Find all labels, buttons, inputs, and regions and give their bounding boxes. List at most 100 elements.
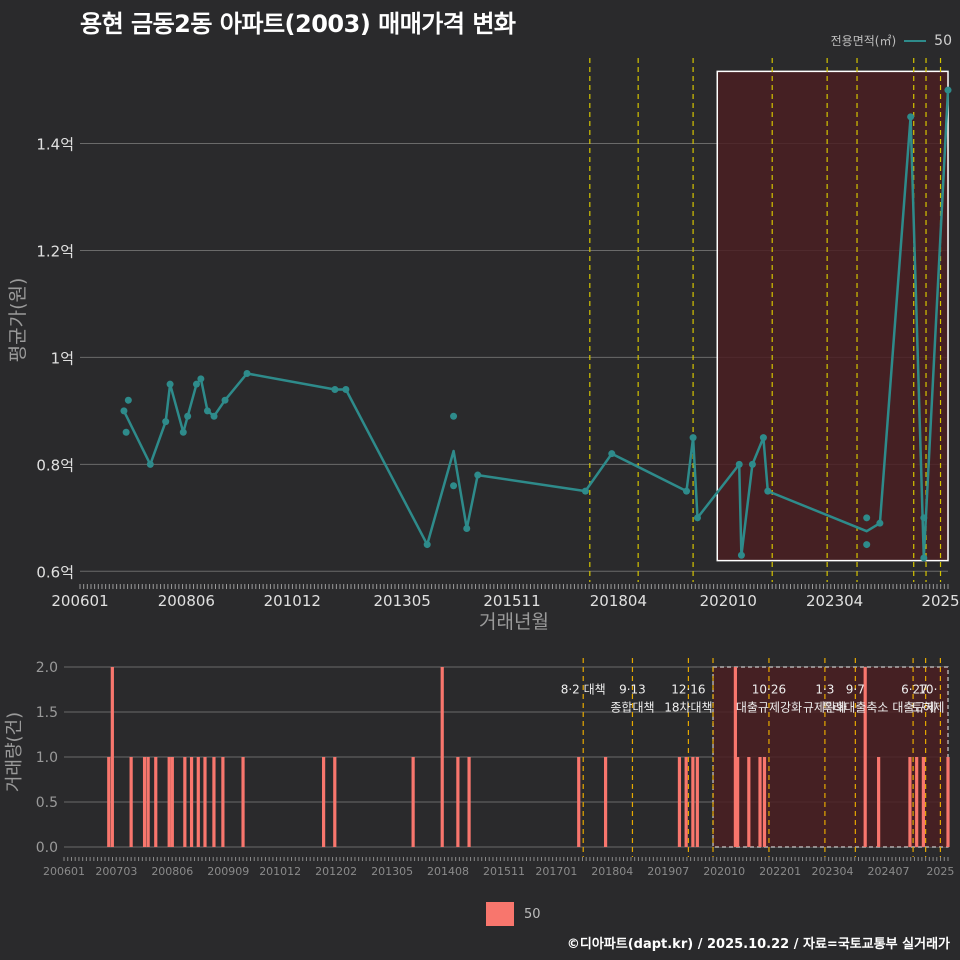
volume-bar — [241, 757, 245, 847]
volume-bar — [183, 757, 187, 847]
x-tick-label: 201408 — [427, 865, 469, 878]
price-point — [920, 554, 928, 562]
policy-annotation-text: 대출규제강화 — [736, 701, 802, 715]
policy-annotation-date: 10·26 — [752, 683, 786, 697]
policy-annotation-date: 10· — [918, 683, 937, 697]
price-point — [342, 386, 350, 394]
x-tick-label: 201012 — [264, 592, 321, 610]
x-tick-label: 201202 — [315, 865, 357, 878]
x-tick-label: 201511 — [483, 865, 525, 878]
price-point — [210, 412, 218, 420]
y-axis-title: 평균가(원) — [7, 278, 29, 363]
volume-bar — [877, 757, 881, 847]
x-tick-label: 202407 — [867, 865, 909, 878]
volume-bar — [440, 667, 444, 847]
price-point — [146, 460, 154, 468]
policy-annotation-text: 특례대출축소 — [822, 701, 888, 715]
x-tick-label: 202010 — [703, 865, 745, 878]
price-point — [759, 434, 767, 442]
x-tick-label: 201511 — [483, 592, 540, 610]
policy-annotation-date: 12·16 — [671, 683, 705, 697]
price-point — [162, 418, 170, 426]
price-point — [423, 541, 431, 549]
price-point — [944, 86, 952, 94]
policy-annotation-text: 18차대책 — [664, 700, 712, 715]
price-point — [689, 434, 697, 442]
price-point — [693, 514, 701, 522]
bar-legend-label: 50 — [524, 906, 541, 922]
policy-annotation-text: 규제완화 — [803, 701, 847, 715]
volume-bar — [333, 757, 337, 847]
x-tick-label: 201907 — [647, 865, 689, 878]
volume-bar — [189, 757, 194, 847]
price-point — [748, 460, 756, 468]
x-tick-label: 201012 — [259, 865, 301, 878]
y-tick-label: 2.0 — [36, 660, 58, 676]
legend-title: 전용면적(㎡) — [830, 34, 897, 48]
price-point — [683, 487, 691, 495]
policy-annotation-date: 1·3 — [815, 683, 834, 697]
y-tick-label: 1.4억 — [36, 136, 74, 154]
page-title: 용현 금동2동 아파트(2003) 매매가격 변화 — [80, 10, 516, 38]
bar-legend-swatch — [486, 902, 514, 926]
policy-annotation-date: 9·13 — [619, 683, 646, 697]
volume-bar — [684, 757, 688, 847]
volume-bar — [577, 757, 581, 847]
volume-bar — [915, 757, 919, 847]
price-point — [450, 412, 458, 420]
volume-bar — [733, 667, 737, 847]
legend-series-label: 50 — [934, 32, 952, 49]
volume-bar — [221, 757, 225, 847]
volume-bar — [146, 757, 150, 847]
volume-bar — [908, 757, 912, 847]
y-axis-title: 거래량(건) — [4, 712, 25, 792]
volume-bar — [167, 757, 171, 847]
price-point — [474, 471, 482, 479]
price-point — [737, 551, 745, 559]
policy-annotation-date: 8·2 대책 — [561, 682, 606, 697]
policy-annotation-date: 9·7 — [846, 683, 865, 697]
x-tick-label: 202304 — [812, 865, 854, 878]
volume-bar — [946, 757, 950, 847]
volume-bar — [154, 757, 158, 847]
price-point — [243, 369, 251, 377]
volume-bar — [196, 757, 200, 847]
price-line-chart: 0.6억 0.8억 1억 1.2억 1.4억 200601 200806 201012 2013… — [7, 58, 960, 633]
volume-bar — [129, 757, 133, 847]
x-tick-label: 200601 — [51, 592, 108, 610]
volume-bar — [212, 757, 216, 847]
price-point — [907, 113, 915, 121]
price-point — [179, 428, 187, 436]
price-point — [863, 514, 871, 522]
volume-bar — [411, 757, 415, 847]
y-tick-label: 1억 — [51, 349, 74, 367]
x-axis-title: 거래년월 — [479, 611, 549, 633]
price-point — [203, 407, 211, 415]
volume-bar — [762, 757, 767, 847]
volume-bar — [921, 757, 925, 847]
x-tick-label: 201804 — [591, 865, 633, 878]
price-point — [450, 482, 458, 490]
volume-bar — [758, 757, 762, 847]
y-tick-label: 0.8억 — [36, 456, 74, 474]
volume-bar — [736, 757, 740, 847]
volume-bar — [747, 757, 751, 847]
x-tick-label: 2025 — [921, 592, 959, 610]
x-tick-label: 200806 — [158, 592, 215, 610]
x-tick-label: 201804 — [590, 592, 647, 610]
volume-bar — [170, 757, 174, 847]
price-point — [197, 375, 205, 383]
volume-bar — [691, 757, 695, 847]
price-point — [124, 396, 132, 404]
x-tick-label: 202010 — [700, 592, 757, 610]
price-point — [863, 541, 871, 549]
price-point — [184, 412, 192, 420]
price-point — [608, 450, 616, 458]
y-tick-label: 1.0 — [36, 750, 58, 766]
volume-bar — [603, 757, 608, 847]
y-tick-label: 0.5 — [36, 795, 58, 811]
price-point — [920, 514, 928, 522]
x-tick-label: 202201 — [759, 865, 801, 878]
price-point — [876, 519, 884, 527]
x-tick-label: 200909 — [207, 865, 249, 878]
